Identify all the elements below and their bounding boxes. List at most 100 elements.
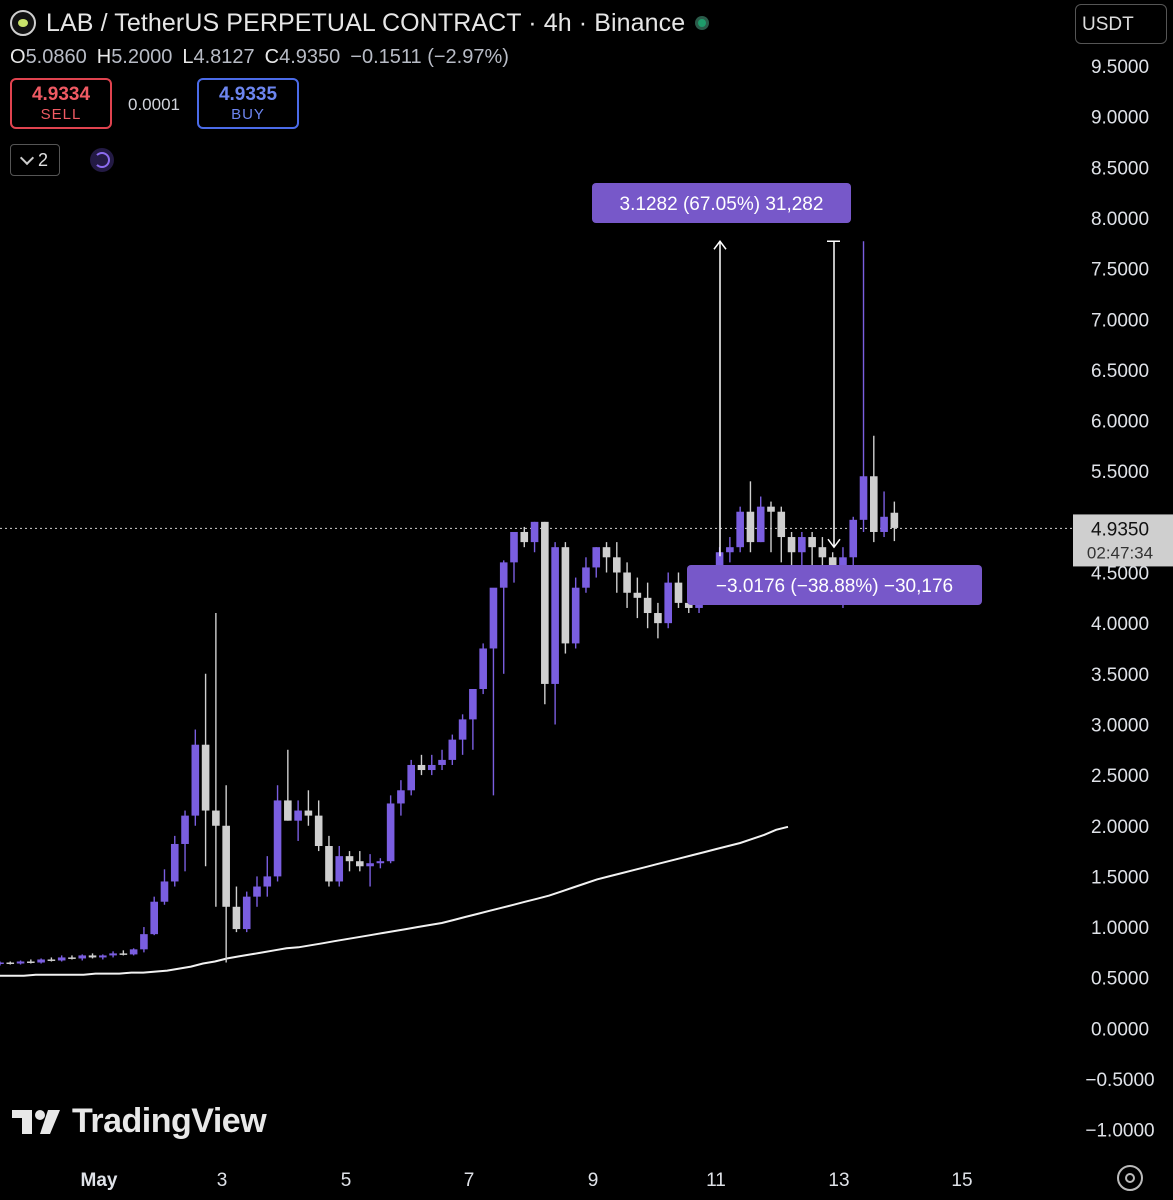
candle-body [767, 506, 775, 512]
close-value: 4.9350 [279, 46, 341, 68]
candle-body [613, 557, 621, 573]
y-tick-label: −1.0000 [1085, 1121, 1154, 1142]
candle-body [890, 512, 899, 528]
candle-body [304, 810, 313, 816]
x-tick-label: 5 [341, 1170, 352, 1191]
candle-body [356, 861, 364, 867]
gear-icon[interactable] [1117, 1165, 1143, 1191]
candle-body [253, 886, 261, 897]
candle-body [0, 962, 4, 965]
candle-body [849, 519, 858, 558]
candle-body [870, 476, 878, 532]
y-tick-label: 2.0000 [1091, 817, 1149, 838]
candle-body [602, 547, 611, 558]
candle-body [561, 547, 570, 644]
measure-down-arrow-head [827, 538, 841, 549]
candle-body [150, 901, 158, 935]
currency-selector[interactable]: USDT [1075, 4, 1167, 44]
candle-body [170, 843, 179, 882]
candle-body [726, 547, 734, 553]
y-tick-label: 0.0000 [1091, 1019, 1149, 1040]
candle-body [140, 934, 148, 950]
ohlc-legend: O5.0860 H5.2000 L4.8127 C4.9350 −0.1511 (−2.… [10, 46, 519, 69]
x-tick-label: 9 [588, 1170, 599, 1191]
candle-body [489, 587, 498, 649]
candle-body [551, 547, 559, 684]
indicators-toggle-button[interactable]: 2 [10, 144, 60, 176]
candle-body [777, 511, 786, 538]
candle-body [201, 744, 210, 811]
candle-body [530, 521, 539, 543]
candle-body [684, 602, 693, 608]
candle-body [284, 800, 292, 821]
indicators-count: 2 [37, 149, 48, 170]
y-tick-label: 6.5000 [1091, 361, 1149, 382]
x-tick-label: 7 [464, 1170, 475, 1191]
chevron-down-icon [19, 150, 35, 165]
candle-body [99, 955, 107, 958]
candle-body [880, 516, 888, 532]
y-tick-label: 7.5000 [1091, 260, 1149, 281]
moving-average-line [0, 825, 789, 977]
candle-body [273, 800, 282, 877]
x-tick-label: 15 [951, 1170, 972, 1191]
high-label: H [96, 46, 112, 68]
chart-header: LAB / TetherUS PERPETUAL CONTRACT · 4h ·… [10, 6, 710, 40]
candle-body [469, 688, 477, 720]
candle-body [37, 959, 45, 963]
sell-button[interactable]: 4.9334 SELL [10, 78, 112, 129]
open-value: 5.0860 [25, 46, 87, 68]
candle-body [859, 476, 868, 520]
candle-body [47, 959, 56, 961]
candle-body [386, 803, 395, 862]
candle-body [222, 825, 230, 907]
watermark-text: TradingView [72, 1102, 267, 1140]
y-tick-label: 8.0000 [1091, 209, 1149, 230]
candle-body [458, 719, 467, 740]
y-tick-label: 6.0000 [1091, 412, 1149, 433]
y-tick-label: 1.5000 [1091, 867, 1149, 888]
candle-body [571, 587, 580, 644]
spread-value: 0.0001 [128, 95, 180, 114]
market-status-icon[interactable] [695, 16, 710, 30]
candle-body [623, 572, 631, 593]
last-price-tag-bg [1073, 514, 1173, 567]
candle-body [664, 582, 672, 624]
y-tick-label: 3.0000 [1091, 715, 1149, 736]
candle-body [499, 562, 508, 588]
change-value: −0.1511 (−2.97%) [350, 46, 509, 68]
candle-body [366, 863, 374, 867]
candle-body [294, 810, 302, 821]
candle-body [818, 547, 827, 558]
candle-body [520, 531, 529, 543]
symbol-title[interactable]: LAB / TetherUS PERPETUAL CONTRACT · 4h ·… [46, 8, 686, 37]
low-value: 4.8127 [193, 46, 255, 68]
candle-body [78, 955, 87, 959]
candle-body [736, 511, 744, 548]
measure-up-label: 3.1282 (67.05%) 31,282 [620, 194, 824, 215]
y-tick-label: −0.5000 [1085, 1070, 1154, 1091]
candle-body [263, 876, 272, 887]
last-price-tag: 4.9350 [1091, 519, 1149, 540]
x-tick-label: May [81, 1170, 118, 1191]
candle-body [715, 552, 724, 568]
sync-icon[interactable] [90, 148, 114, 172]
buy-button[interactable]: 4.9335 BUY [197, 78, 299, 129]
candle-body [808, 537, 816, 548]
candle-body [448, 739, 457, 760]
candle-body [479, 648, 487, 689]
y-tick-label: 4.5000 [1091, 564, 1149, 585]
candle-body [427, 764, 436, 771]
close-label: C [264, 46, 280, 68]
sell-price: 4.9334 [31, 84, 91, 105]
candle-body [181, 815, 189, 844]
candle-body [325, 846, 333, 882]
buy-label: BUY [231, 106, 265, 123]
candle-body [654, 613, 662, 624]
tradingview-logo-icon [12, 1109, 60, 1134]
measure-down-label: −3.0176 (−38.88%) −30,176 [716, 576, 953, 597]
candle-body [191, 744, 200, 816]
candle-body [746, 511, 755, 543]
y-tick-label: 5.5000 [1091, 462, 1149, 483]
